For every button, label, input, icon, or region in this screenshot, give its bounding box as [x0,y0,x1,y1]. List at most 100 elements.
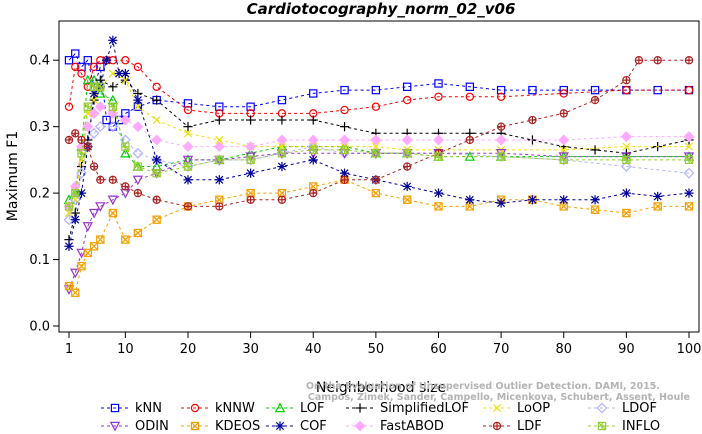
data-point [559,109,568,118]
data-point [107,107,119,119]
data-point [634,56,644,65]
data-point [684,202,694,211]
data-point [152,115,161,125]
data-point [307,134,319,146]
data-point [371,85,381,95]
data-point [71,288,80,297]
data-point [70,215,80,225]
data-point [107,195,119,206]
data-point [309,188,318,198]
data-point [152,155,162,165]
legend-label: INFLO [622,419,660,434]
legend-marker [190,403,200,413]
data-point [70,268,81,279]
x-tick-label: 30 [242,342,259,357]
legend-label: LOF [300,401,325,416]
data-point [684,155,694,165]
data-point [371,102,381,111]
data-point [308,155,318,165]
legend-marker [597,421,607,431]
data-point [401,134,413,146]
data-point [120,147,131,158]
data-point [64,281,74,291]
data-point [246,155,255,165]
data-point [71,129,80,138]
data-point [183,175,193,185]
data-point [653,56,662,65]
data-point [402,195,412,204]
data-point [183,122,193,132]
legend-label: COF [300,419,327,434]
data-point [69,194,81,206]
data-point [152,168,161,178]
data-point [82,222,93,232]
data-point [402,95,412,105]
data-point [402,181,412,192]
data-point [183,162,193,171]
data-point [95,202,106,212]
data-point [108,69,117,78]
legend-label: kNNW [215,401,255,416]
data-point [684,56,694,65]
data-point [83,142,92,151]
data-point [82,74,93,85]
data-point [276,134,288,146]
data-point [133,188,143,198]
data-point [622,208,631,218]
data-point [183,105,193,115]
data-point [245,141,257,153]
data-point [132,147,144,159]
legend-item-cof: COF [266,419,327,434]
data-point [214,175,224,185]
data-point [433,188,444,198]
legend-marker [190,421,200,431]
data-point [96,175,105,185]
legend-label: ODIN [135,419,169,434]
data-point [89,162,99,171]
data-point [76,161,87,172]
data-point [559,145,568,154]
data-point [102,115,111,125]
data-point [495,134,507,146]
series-ldf [64,56,694,211]
legend-marker [492,403,502,413]
x-tick-label: 80 [555,342,572,357]
data-point [214,115,224,125]
data-point [183,129,193,138]
data-point [434,202,443,211]
data-point [434,92,443,101]
data-point [590,95,600,105]
data-point [83,102,92,111]
data-point [528,115,537,125]
data-point [653,191,663,202]
data-point [434,152,443,161]
data-point [89,62,99,72]
data-point [371,188,381,198]
data-point [182,141,194,153]
data-point [496,152,506,161]
data-point [622,142,631,151]
data-point [339,134,351,146]
x-tick-label: 1 [65,342,73,357]
legend-item-ldof: LDOF [588,401,657,416]
data-point [96,82,105,91]
legend-label: LDF [517,419,542,434]
x-tick-label: 20 [180,342,197,357]
data-point [121,235,130,244]
data-point [590,205,600,214]
series-cof [64,35,694,251]
series-line-ldof [68,126,690,220]
axis-layer: 1 10 20 30 40 50 60 70 80 90 100 0.0 0.1 0.2 0.3 0.4 [29,54,701,357]
data-point [371,175,381,185]
data-point [277,149,287,158]
data-point [108,102,118,111]
series-line-knnw [68,59,689,114]
data-point [558,134,570,146]
data-point [277,115,287,125]
data-point [527,195,538,205]
legend-item-simplifiedlof: SimplifiedLOF [346,401,469,416]
data-point [90,96,99,105]
data-point [684,188,694,198]
data-point [101,55,112,65]
data-point [107,121,119,133]
